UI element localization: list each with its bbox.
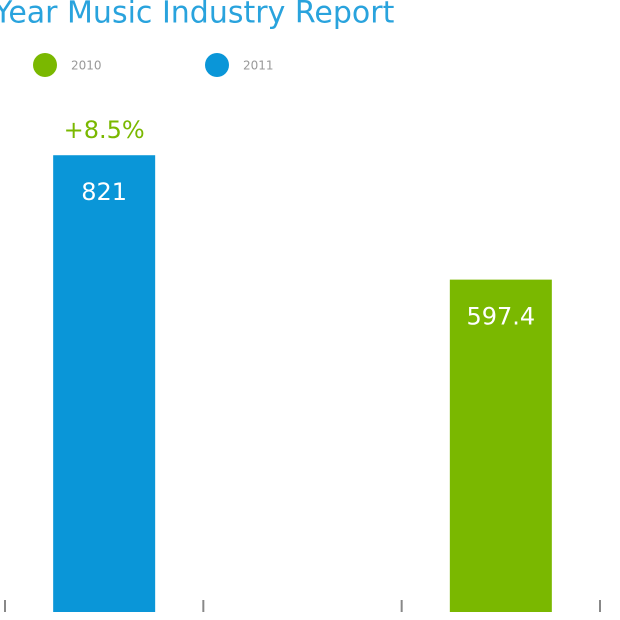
legend-swatch bbox=[205, 53, 229, 77]
legend-label: 2011 bbox=[243, 59, 274, 73]
annotation: +8.5% bbox=[64, 116, 145, 144]
bar bbox=[53, 155, 156, 612]
value-label: 597.4 bbox=[466, 303, 535, 331]
legend-swatch bbox=[33, 53, 57, 77]
bar bbox=[449, 279, 552, 612]
chart-title: Year Music Industry Report bbox=[0, 0, 395, 31]
value-label: 821 bbox=[81, 178, 127, 206]
legend-label: 2010 bbox=[71, 59, 102, 73]
